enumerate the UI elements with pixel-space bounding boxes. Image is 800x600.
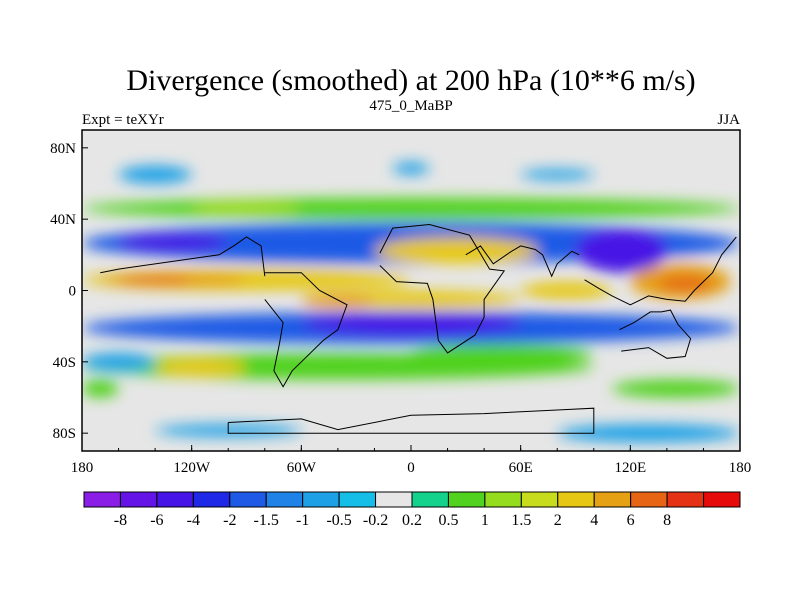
x-tick-label: 120E — [614, 460, 646, 476]
colorbar-label: -8 — [114, 512, 127, 529]
contour-region — [118, 233, 229, 252]
coastline — [227, 407, 595, 434]
colorbar-swatch — [411, 491, 449, 508]
colorbar-label: -6 — [150, 512, 163, 529]
colorbar-label: -0.5 — [326, 512, 351, 529]
x-tick-label: 180 — [729, 460, 752, 476]
x-tick-label: 0 — [407, 460, 415, 476]
coastline — [584, 236, 737, 306]
colorbar-label: 8 — [663, 512, 671, 529]
contour-region — [118, 165, 192, 184]
colorbar-swatch — [703, 491, 741, 508]
colorbar-swatch — [302, 491, 340, 508]
contour-region — [411, 344, 594, 362]
colorbar-swatch — [83, 491, 121, 508]
colorbar-label: 1 — [481, 512, 489, 529]
left-label: Expt = teXYr — [82, 112, 164, 128]
coastline — [619, 309, 692, 359]
colorbar-label: 2 — [554, 512, 562, 529]
colorbar-swatch — [484, 491, 522, 508]
contour-region — [520, 169, 594, 180]
colorbar-swatch — [119, 491, 158, 508]
coastline — [264, 272, 348, 388]
map-title: Divergence (smoothed) at 200 hPa (10**6 … — [126, 64, 695, 97]
contour-region — [612, 379, 740, 398]
colorbar: -8 -6 -4 -2 -1.5 -1 -0.5 -0.2 0.2 0.5 1 1.5 2 4 6 8 — [83, 491, 741, 529]
colorbar-label: 1.5 — [511, 512, 531, 529]
colorbar-swatch — [156, 491, 194, 508]
colorbar-label: -1.5 — [254, 512, 279, 529]
contour-region — [82, 197, 740, 220]
contour-region — [657, 276, 713, 291]
contour-region — [191, 201, 302, 216]
contour-region — [82, 352, 156, 371]
colorbar-label: -4 — [187, 512, 200, 529]
colorbar-swatch — [520, 491, 559, 508]
map-panel — [82, 130, 740, 451]
contour-region — [82, 379, 119, 398]
x-tick-label: 60W — [287, 460, 317, 476]
y-axis: 80N 40N 0 40S 80S — [50, 141, 88, 442]
y-tick-label: 0 — [69, 284, 77, 300]
colorbar-label: 0.2 — [402, 512, 422, 529]
colorbar-swatch — [229, 491, 267, 508]
x-axis: 180 120W 60W 0 60E 120E 180 — [71, 445, 752, 476]
contour-region — [557, 424, 740, 443]
colorbar-swatch — [593, 491, 632, 508]
contour-region — [374, 237, 539, 264]
colorbar-label: -0.2 — [363, 512, 388, 529]
y-tick-label: 40N — [50, 212, 76, 228]
coastline-layer — [100, 223, 737, 434]
center-label: 475_0_MaBP — [369, 98, 452, 114]
y-tick-label: 40S — [53, 355, 76, 371]
right-label: JJA — [717, 112, 740, 128]
colorbar-swatch — [192, 491, 231, 508]
coastline — [379, 223, 506, 354]
x-tick-label: 180 — [71, 460, 94, 476]
x-tick-label: 120W — [173, 460, 211, 476]
coastline — [465, 245, 580, 278]
coastline — [100, 236, 266, 277]
contour-region — [301, 311, 521, 336]
colorbar-label: 6 — [627, 512, 635, 529]
contour-region — [520, 281, 613, 300]
colorbar-swatch — [265, 491, 304, 508]
colorbar-label: 4 — [590, 512, 598, 529]
colorbar-swatch — [338, 491, 377, 508]
colorbar-swatch — [447, 491, 486, 508]
x-tick-label: 60E — [509, 460, 533, 476]
contour-region — [392, 162, 430, 175]
colorbar-label: 0.5 — [438, 512, 458, 529]
colorbar-swatch — [375, 491, 413, 508]
colorbar-swatch — [666, 491, 705, 508]
contour-region — [575, 228, 667, 273]
colorbar-label: -2 — [223, 512, 236, 529]
contour-region — [155, 358, 247, 377]
contour-region — [118, 275, 192, 284]
y-tick-label: 80S — [53, 426, 76, 442]
colorbar-swatch — [557, 491, 595, 508]
contour-region — [301, 294, 375, 309]
colorbar-label: -1 — [296, 512, 309, 529]
y-tick-label: 80N — [50, 141, 76, 157]
colorbar-swatch — [630, 491, 668, 508]
